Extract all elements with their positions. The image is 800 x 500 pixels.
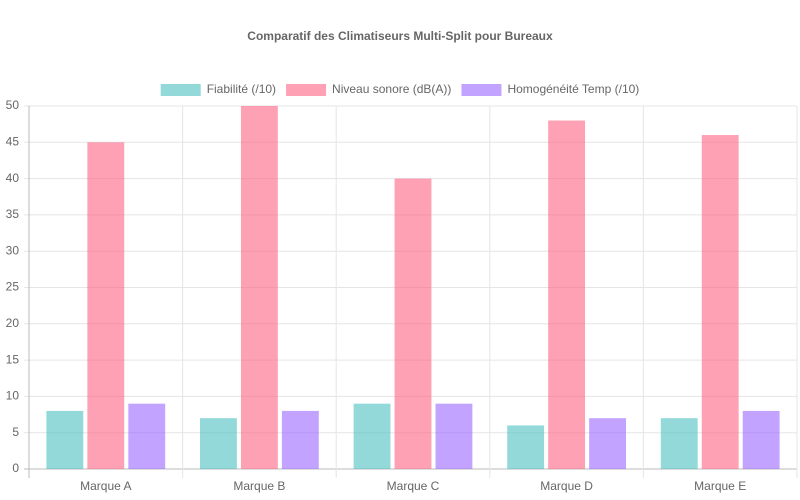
y-tick-label: 50: [6, 98, 20, 112]
x-tick-label: Marque A: [80, 479, 131, 493]
y-tick-label: 45: [6, 134, 20, 148]
y-tick-label: 10: [6, 389, 20, 403]
bar: [200, 418, 237, 469]
legend-swatch: [461, 84, 502, 96]
y-tick-label: 40: [6, 171, 20, 185]
bar: [394, 178, 432, 469]
x-tick-label: Marque B: [233, 479, 285, 493]
bar: [353, 403, 391, 469]
bar: [507, 425, 545, 469]
legend-label: Homogénéité Temp (/10): [507, 82, 639, 96]
y-tick-label: 15: [6, 352, 20, 366]
bar: [281, 410, 319, 469]
bar: [435, 403, 473, 469]
legend-swatch: [286, 84, 327, 96]
bar: [128, 403, 166, 469]
bar: [660, 418, 698, 469]
bar: [240, 106, 278, 469]
y-tick-label: 20: [6, 316, 20, 330]
x-tick-label: Marque D: [540, 479, 593, 493]
bar: [742, 410, 780, 469]
legend-swatch: [160, 84, 201, 96]
y-tick-label: 5: [12, 425, 19, 439]
bar: [701, 135, 739, 470]
x-tick-label: Marque E: [694, 479, 746, 493]
chart-title: Comparatif des Climatiseurs Multi-Split …: [247, 29, 553, 43]
legend-label: Fiabilité (/10): [207, 82, 276, 96]
bar: [548, 120, 586, 470]
bar: [46, 410, 84, 469]
y-tick-label: 25: [6, 280, 20, 294]
x-tick-label: Marque C: [387, 479, 440, 493]
bar: [87, 142, 125, 470]
y-tick-label: 30: [6, 243, 20, 257]
bar: [589, 418, 626, 469]
y-tick-label: 0: [12, 461, 19, 475]
legend-label: Niveau sonore (dB(A)): [332, 82, 451, 96]
y-tick-label: 35: [6, 207, 20, 221]
